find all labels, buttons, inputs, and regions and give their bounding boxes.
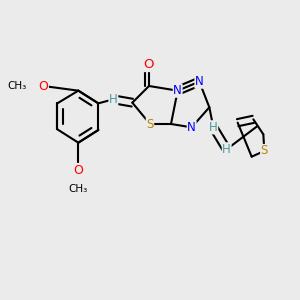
Text: O: O — [38, 80, 48, 92]
Text: O: O — [74, 164, 83, 176]
Text: S: S — [146, 118, 154, 130]
Text: S: S — [261, 145, 268, 158]
Text: H: H — [109, 93, 118, 106]
Text: CH₃: CH₃ — [69, 184, 88, 194]
Text: N: N — [173, 84, 182, 97]
Text: N: N — [195, 75, 204, 88]
Text: H: H — [209, 121, 218, 134]
Text: N: N — [187, 121, 196, 134]
Text: O: O — [144, 58, 154, 71]
Text: CH₃: CH₃ — [8, 81, 27, 91]
Text: H: H — [222, 143, 231, 156]
